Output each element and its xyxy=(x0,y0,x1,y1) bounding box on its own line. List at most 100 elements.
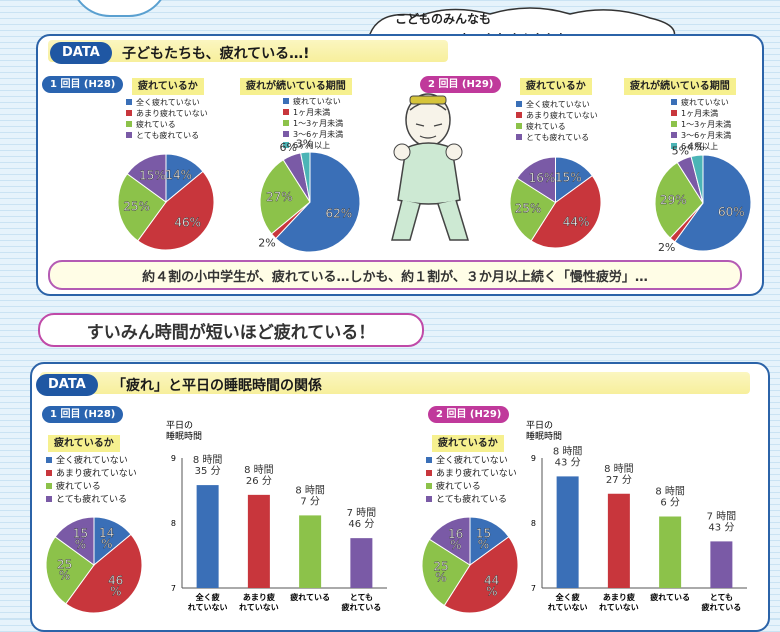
legend-fatigue-r1-bottom: 全く疲れていない あまり疲れていない 疲れている とても疲れている xyxy=(46,455,137,507)
y-axis-label: 平日の xyxy=(166,420,193,431)
chart-title-fatigue-r1: 疲れているか xyxy=(132,78,204,95)
legend-item: 1ヶ月未満 xyxy=(283,107,343,118)
legend-swatch xyxy=(126,99,132,105)
bottom-panel-title: 「疲れ」と平日の睡眠時間の関係 xyxy=(112,378,322,394)
bar-value-label: 43 分 xyxy=(555,456,581,468)
legend-label: 全く疲れていない xyxy=(436,456,508,466)
legend-item: とても疲れている xyxy=(46,494,137,507)
legend-item: 3〜6ヶ月未満 xyxy=(283,129,343,140)
legend-swatch xyxy=(283,131,289,137)
chart-title-fatigue-r2: 疲れているか xyxy=(520,78,592,95)
bar-value-label: 7 分 xyxy=(300,495,320,507)
legend-swatch xyxy=(671,110,677,116)
legend-swatch xyxy=(283,109,289,115)
legend-item: とても疲れている xyxy=(426,494,517,507)
legend-item: 疲れていない xyxy=(283,96,343,107)
pie-label: 25% xyxy=(123,200,150,214)
legend-item: 1〜3ヶ月未満 xyxy=(283,118,343,129)
pie-label: 62% xyxy=(325,206,352,220)
pie-slice xyxy=(654,161,704,239)
bar xyxy=(196,485,219,588)
pie-label: 25% xyxy=(433,559,448,584)
pie-slice xyxy=(443,536,519,614)
pie-slice xyxy=(516,156,556,204)
pie-slice xyxy=(275,151,361,253)
pie-chart-fatigue-r1-bottom: 14 % 46 % 25 %15% xyxy=(45,516,143,614)
pie-chart-fatigue-r1: 14% 46% 25% 15% xyxy=(117,153,215,251)
legend-swatch xyxy=(516,101,522,107)
legend-item: あまり疲れていない xyxy=(126,108,208,119)
legend-label: 1〜3ヶ月未満 xyxy=(293,119,344,128)
legend-label: 6ヶ月以上 xyxy=(681,142,719,151)
legend-label: 疲れている xyxy=(436,482,481,492)
legend-swatch xyxy=(46,496,52,502)
top-panel-title: 子どもたちも、疲れている…! xyxy=(122,46,310,62)
bar xyxy=(350,538,373,588)
x-tick-label: れていない xyxy=(239,603,279,612)
pie-slice xyxy=(690,154,704,204)
x-tick-label: 全く疲 xyxy=(555,592,580,602)
bar-value-label: 8 時間 xyxy=(295,484,325,496)
pie-label: 4% xyxy=(687,140,704,153)
x-tick-label: 疲れている xyxy=(650,592,690,602)
legend-swatch xyxy=(126,110,132,116)
x-tick-label: とても xyxy=(710,593,733,602)
x-tick-label: とても xyxy=(350,593,373,602)
pie-label: 15% xyxy=(73,526,88,551)
legend-label: 1ヶ月未満 xyxy=(293,108,331,117)
legend-swatch xyxy=(671,121,677,127)
x-tick-label: 疲れている xyxy=(290,592,330,602)
legend-swatch xyxy=(671,132,677,138)
pie-slice xyxy=(126,153,167,203)
pie-label: 14% xyxy=(99,526,114,551)
legend-label: 全く疲れていない xyxy=(526,100,590,109)
bar xyxy=(607,493,630,588)
legend-label: とても疲れている xyxy=(526,133,590,142)
pie-slice xyxy=(509,177,557,242)
pie-slice xyxy=(137,170,215,251)
pie-label: 15% xyxy=(555,170,582,184)
bar-value-label: 8 時間 xyxy=(244,464,274,476)
legend-label: 疲れている xyxy=(526,122,566,131)
bar xyxy=(710,541,733,588)
x-tick-label: 疲れている xyxy=(341,602,381,612)
legend-swatch xyxy=(46,483,52,489)
legend-swatch xyxy=(126,121,132,127)
bar-value-label: 8 時間 xyxy=(604,463,634,475)
legend-item: あまり疲れていない xyxy=(426,468,517,481)
pie-label: 2% xyxy=(658,241,675,254)
legend-swatch xyxy=(516,134,522,140)
pie-label: 44% xyxy=(563,215,590,229)
pie-label: 15% xyxy=(139,168,166,182)
top-data-tag: DATA xyxy=(50,42,112,64)
bottom-header-bar xyxy=(40,372,750,394)
pie-slice xyxy=(45,536,95,605)
legend-item: 6ヶ月以上 xyxy=(671,141,731,152)
legend-label: 1ヶ月未満 xyxy=(681,109,719,118)
bar-value-label: 8 時間 xyxy=(655,486,685,498)
round-1-label-bottom: 1 回目 (H28) xyxy=(42,406,124,423)
bar xyxy=(299,515,322,588)
bottom-data-panel xyxy=(30,362,770,632)
legend-swatch xyxy=(46,470,52,476)
x-tick-label: れていない xyxy=(188,603,228,612)
y-axis-label: 睡眠時間 xyxy=(526,430,562,442)
legend-label: 全く疲れていない xyxy=(136,98,200,107)
pie-label: 46% xyxy=(174,215,201,229)
legend-swatch xyxy=(671,143,677,149)
pie-chart-duration-r1: 62% 2% 27% 6%3% xyxy=(258,137,361,253)
pie-slice xyxy=(54,516,95,566)
round-2-label: 2 回目 (H29) xyxy=(420,76,502,93)
bar-value-label: 43 分 xyxy=(708,521,734,533)
pie-label: 5% xyxy=(672,145,689,158)
chart-title-fatigue-r2-bottom: 疲れているか xyxy=(432,435,504,452)
pie-slice xyxy=(428,516,471,566)
bar-value-label: 46 分 xyxy=(348,518,374,530)
pie-label: 29% xyxy=(660,193,687,207)
legend-swatch xyxy=(426,457,432,463)
legend-label: とても疲れている xyxy=(436,495,508,505)
legend-item: 1ヶ月未満 xyxy=(671,108,731,119)
pie-label: 16% xyxy=(529,171,556,185)
legend-item: 3〜6ヶ月未満 xyxy=(671,130,731,141)
summary-note: 約４割の小中学生が、疲れている…しかも、約１割が、３か月以上続く「慢性疲労」… xyxy=(48,260,742,290)
